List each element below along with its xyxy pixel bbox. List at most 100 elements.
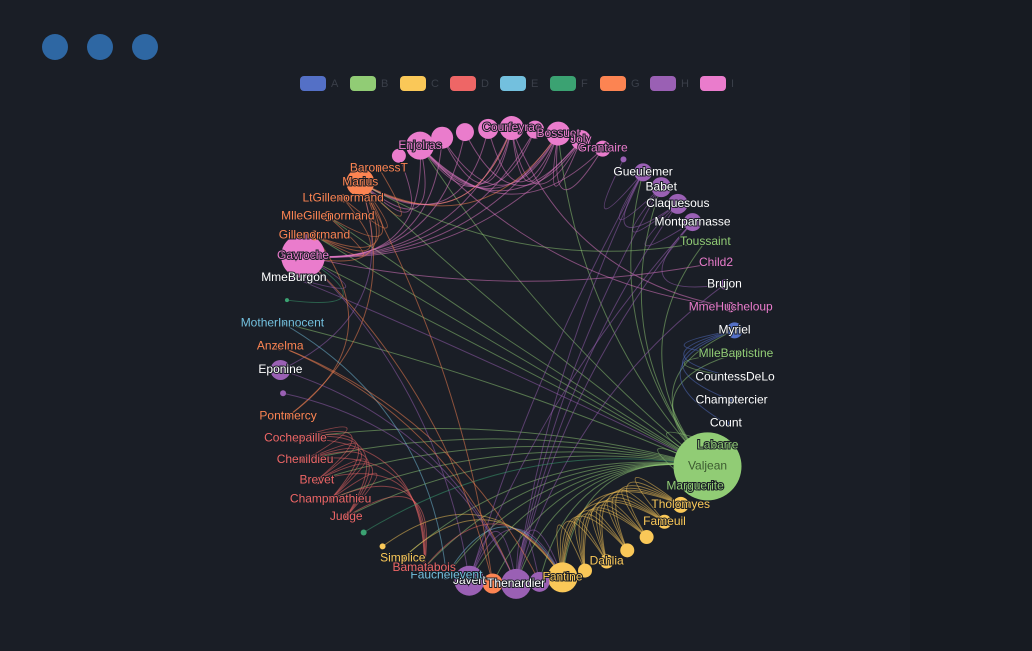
link: [282, 322, 708, 467]
legend-swatch[interactable]: [450, 76, 476, 91]
legend-label[interactable]: G: [631, 78, 640, 90]
node[interactable]: [285, 413, 292, 420]
node[interactable]: [346, 168, 375, 197]
node[interactable]: [702, 238, 709, 245]
link: [359, 182, 494, 584]
legend-swatch[interactable]: [500, 76, 526, 91]
node[interactable]: [577, 563, 592, 578]
node[interactable]: [280, 390, 287, 397]
link: [282, 392, 517, 585]
legend-swatch[interactable]: [400, 76, 426, 91]
node[interactable]: [570, 129, 591, 150]
node[interactable]: [667, 193, 688, 214]
node[interactable]: [620, 543, 635, 558]
node[interactable]: [651, 177, 672, 198]
legend-swatch[interactable]: [650, 76, 676, 91]
node[interactable]: [673, 432, 742, 501]
legend-label[interactable]: F: [581, 78, 588, 90]
node[interactable]: [406, 131, 435, 160]
node[interactable]: [547, 562, 578, 593]
node[interactable]: [599, 554, 614, 569]
node[interactable]: [719, 279, 730, 290]
window-button[interactable]: [132, 34, 158, 60]
link: [626, 481, 681, 538]
node[interactable]: [731, 349, 740, 358]
node[interactable]: [620, 156, 627, 163]
legend-swatch[interactable]: [300, 76, 326, 91]
node[interactable]: [683, 213, 702, 232]
node[interactable]: [482, 573, 503, 594]
link: [640, 187, 708, 467]
node[interactable]: [270, 359, 291, 380]
node[interactable]: [726, 322, 743, 339]
legend-swatch[interactable]: [350, 76, 376, 91]
window-button[interactable]: [42, 34, 68, 60]
node[interactable]: [672, 496, 689, 513]
node[interactable]: [546, 121, 571, 146]
node[interactable]: [279, 320, 286, 327]
link: [304, 438, 708, 467]
legend-label[interactable]: E: [531, 78, 538, 90]
legend-label[interactable]: B: [381, 78, 388, 90]
node[interactable]: [281, 234, 326, 279]
node-label: Joly: [570, 132, 591, 146]
node[interactable]: [657, 514, 672, 529]
node[interactable]: [276, 342, 285, 351]
legend-label[interactable]: D: [481, 78, 489, 90]
link: [556, 133, 604, 191]
window-button[interactable]: [87, 34, 113, 60]
link: [314, 198, 371, 252]
node[interactable]: [713, 259, 720, 266]
legend-label[interactable]: C: [431, 78, 439, 90]
link: [280, 346, 517, 585]
node[interactable]: [501, 568, 532, 599]
node[interactable]: [420, 564, 429, 573]
node[interactable]: [379, 543, 386, 550]
node[interactable]: [374, 164, 383, 173]
node[interactable]: [725, 302, 736, 313]
node[interactable]: [360, 529, 367, 536]
node-label: Child2: [699, 255, 733, 269]
node[interactable]: [728, 397, 735, 404]
node[interactable]: [454, 565, 485, 596]
legend-swatch[interactable]: [700, 76, 726, 91]
node[interactable]: [455, 123, 474, 142]
node[interactable]: [301, 455, 310, 464]
node[interactable]: [290, 274, 297, 281]
node[interactable]: [312, 476, 321, 485]
node[interactable]: [431, 126, 454, 149]
node[interactable]: [594, 140, 611, 157]
node[interactable]: [322, 211, 333, 222]
node[interactable]: [634, 163, 653, 182]
legend-label[interactable]: H: [681, 78, 689, 90]
node[interactable]: [291, 434, 300, 443]
node-label: Cochepaille: [264, 431, 327, 445]
node[interactable]: [339, 194, 348, 203]
node[interactable]: [732, 374, 739, 381]
legend-label[interactable]: I: [731, 78, 734, 90]
node[interactable]: [391, 148, 406, 163]
node[interactable]: [478, 118, 499, 139]
node[interactable]: [499, 116, 524, 141]
node[interactable]: [309, 230, 320, 241]
node[interactable]: [529, 571, 550, 592]
node[interactable]: [526, 120, 545, 139]
node[interactable]: [342, 512, 351, 521]
node[interactable]: [722, 420, 729, 427]
node-label: Anzelma: [257, 339, 304, 353]
node-label: MlleGillenormand: [281, 208, 374, 222]
link: [304, 447, 362, 500]
node[interactable]: [692, 483, 699, 490]
legend-swatch[interactable]: [550, 76, 576, 91]
legend-label[interactable]: A: [331, 78, 339, 90]
legend-swatch[interactable]: [600, 76, 626, 91]
node[interactable]: [284, 298, 289, 303]
node[interactable]: [442, 571, 451, 580]
node[interactable]: [399, 555, 406, 562]
node[interactable]: [639, 530, 654, 545]
node[interactable]: [326, 495, 335, 504]
link: [295, 431, 353, 481]
link: [582, 499, 665, 571]
link: [515, 203, 679, 584]
